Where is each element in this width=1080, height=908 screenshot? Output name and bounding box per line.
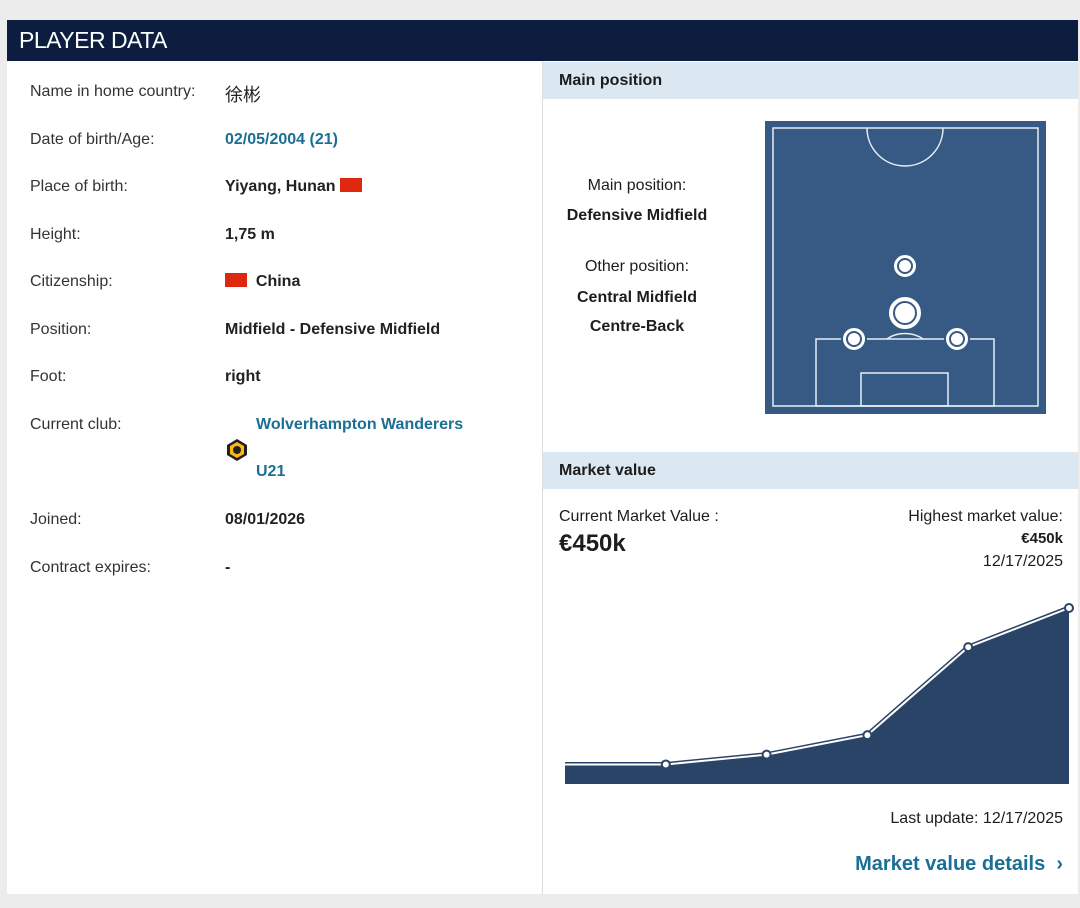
label: Highest market value: xyxy=(908,508,1063,525)
point xyxy=(963,642,974,653)
player-data-panel: PLAYER DATA Name in home country: 徐彬 Dat… xyxy=(7,20,1078,894)
current-value: €450k xyxy=(559,530,626,557)
label: Citizenship: xyxy=(30,273,113,290)
section-title: Main position xyxy=(543,62,1078,99)
value: Defensive Midfield xyxy=(566,207,708,224)
label: Height: xyxy=(30,226,81,243)
club-crest xyxy=(227,439,247,461)
flag xyxy=(339,178,362,192)
label: Other position: xyxy=(584,258,690,275)
value: Yiyang, Hunan xyxy=(225,178,336,195)
value: Midfield - Defensive Midfield xyxy=(225,321,441,338)
point xyxy=(862,730,873,741)
value[interactable]: 02/05/2004 (21) xyxy=(225,131,338,148)
label: Name in home country: xyxy=(30,83,196,100)
label: Position: xyxy=(30,321,92,338)
label: Foot: xyxy=(30,368,67,385)
club-team-link[interactable]: U21 xyxy=(256,463,286,480)
value-row: China xyxy=(225,273,300,291)
market-value-chart xyxy=(565,603,1074,784)
line xyxy=(565,607,1070,766)
label: Current Market Value : xyxy=(559,508,719,525)
value: right xyxy=(225,368,261,385)
value: - xyxy=(225,559,231,576)
label: Joined: xyxy=(30,511,82,528)
label: Contract expires: xyxy=(30,559,151,576)
value: China xyxy=(255,273,301,290)
highest-date: 12/17/2025 xyxy=(982,553,1063,570)
label: Main position: xyxy=(587,177,687,194)
label: Date of birth/Age: xyxy=(30,131,155,148)
value: Central Midfield xyxy=(576,289,697,306)
highest-value: €450k xyxy=(1021,530,1063,547)
point xyxy=(761,749,772,760)
point xyxy=(1064,603,1074,613)
value: 徐彬 xyxy=(225,85,261,105)
flag xyxy=(225,273,247,287)
area xyxy=(565,608,1069,784)
pitch xyxy=(765,121,1046,414)
club-link[interactable]: Wolverhampton Wanderers xyxy=(256,416,464,433)
value-row: Yiyang, Hunan xyxy=(225,178,362,196)
link-text[interactable]: Market value details xyxy=(855,853,1046,875)
header-title: PLAYER DATA xyxy=(7,20,1078,61)
value: Centre-Back xyxy=(589,318,685,335)
point xyxy=(660,759,671,770)
label: Current club: xyxy=(30,416,122,433)
last-update: Last update: 12/17/2025 xyxy=(890,810,1063,827)
label: Place of birth: xyxy=(30,178,128,195)
details-link[interactable]: Market value details › xyxy=(855,853,1063,875)
value: 1,75 m xyxy=(225,226,275,243)
value: 08/01/2026 xyxy=(225,511,306,528)
divider xyxy=(542,61,543,894)
section-title: Market value xyxy=(543,452,1078,489)
